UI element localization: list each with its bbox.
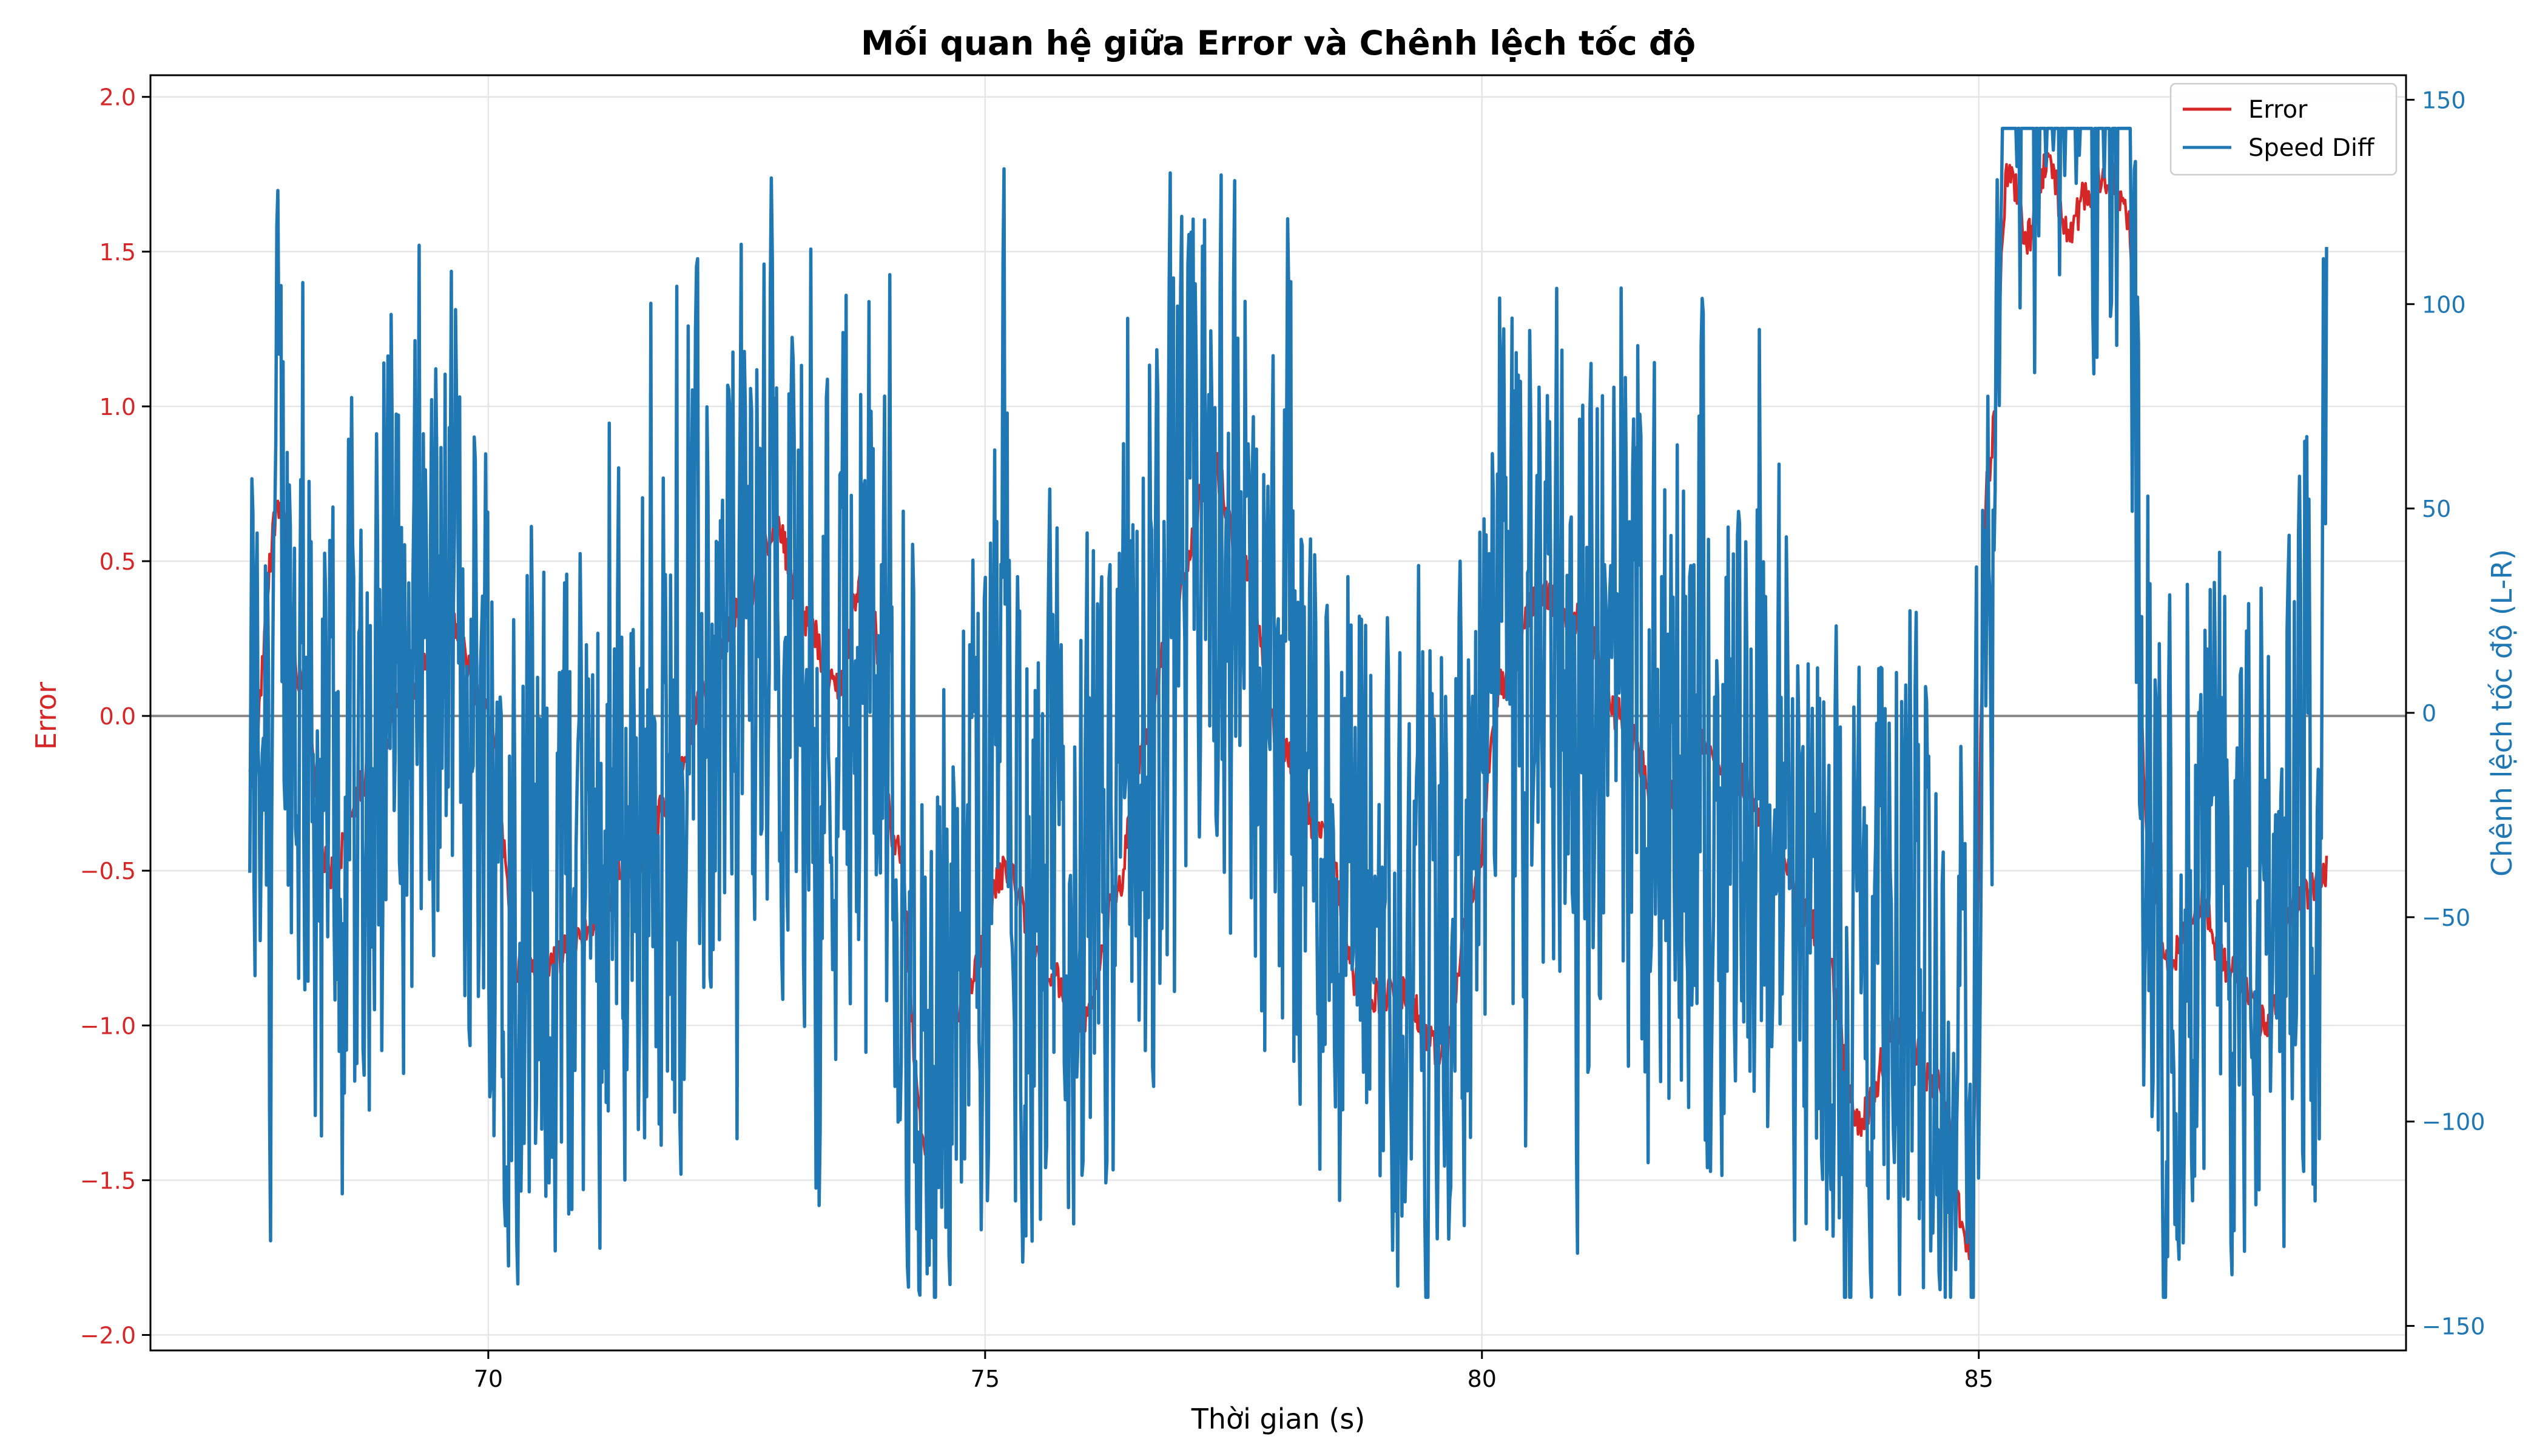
left-y-tick-label: −1.5 [80,1167,136,1194]
x-tick-label: 85 [1964,1366,1994,1392]
right-y-tick-label: 50 [2422,496,2451,522]
right-y-tick-label: 100 [2422,291,2466,318]
left-y-tick-label: 0.5 [99,548,136,575]
left-y-tick-label: 1.0 [99,394,136,420]
right-y-tick-label: 0 [2422,700,2436,727]
right-y-tick-label: −150 [2422,1313,2485,1340]
left-y-axis: 2.0 1.5 1.0 0.5 0.0 −0.5 −1.0 −1.5 −2.0 [80,84,150,1349]
left-y-tick-label: −0.5 [80,858,136,885]
x-tick-label: 75 [971,1366,1000,1392]
legend: Error Speed Diff [2169,83,2398,176]
right-y-axis-label: Chênh lệch tốc độ (L-R) [2486,549,2518,877]
left-y-tick-label: 0.0 [99,703,136,730]
right-y-tick-label: −100 [2422,1109,2485,1136]
series-line-speed-diff [248,126,2328,1299]
left-y-tick-label: 2.0 [99,84,136,111]
right-y-tick-label: −50 [2422,905,2470,931]
legend-label-error: Error [2248,96,2308,124]
right-y-axis: 150 100 50 0 −50 −100 −150 [2406,87,2485,1340]
right-y-tick-label: 150 [2422,87,2466,113]
x-tick-label: 80 [1468,1366,1497,1392]
left-y-tick-label: −2.0 [80,1322,136,1349]
legend-box [2169,83,2398,176]
x-axis-label: Thời gian (s) [1191,1403,1366,1435]
left-y-tick-label: −1.0 [80,1013,136,1039]
x-axis: 70 75 80 85 [474,1350,1994,1392]
left-y-axis-label: Error [30,682,62,750]
left-y-tick-label: 1.5 [99,239,136,266]
chart-title: Mối quan hệ giữa Error và Chênh lệch tốc… [861,24,1696,62]
x-tick-label: 70 [474,1366,503,1392]
legend-label-speed-diff: Speed Diff [2248,134,2375,162]
